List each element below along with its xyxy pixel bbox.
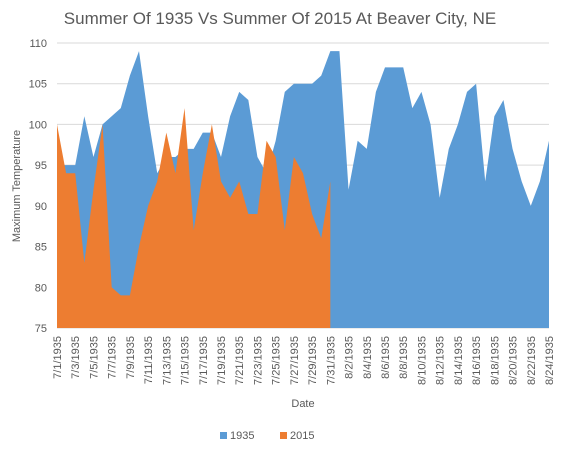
x-tick-label: 7/13/1935: [161, 336, 173, 385]
y-tick-label: 85: [35, 242, 47, 254]
x-tick-label: 7/11/1935: [143, 336, 155, 384]
x-tick-label: 7/1/1935: [52, 336, 64, 379]
x-axis-label: Date: [291, 398, 314, 410]
legend-swatch: [220, 432, 227, 439]
x-tick-label: 7/19/1935: [216, 336, 228, 385]
x-tick-label: 7/29/1935: [307, 336, 319, 385]
x-tick-label: 7/15/1935: [180, 336, 192, 385]
x-tick-label: 7/23/1935: [252, 336, 264, 385]
y-tick-label: 75: [35, 323, 47, 335]
x-tick-label: 8/14/1935: [453, 336, 465, 385]
y-tick-label: 90: [35, 201, 47, 213]
x-tick-label: 8/6/1935: [380, 336, 392, 379]
x-tick-label: 7/17/1935: [198, 336, 210, 385]
x-tick-label: 7/27/1935: [289, 336, 301, 385]
y-tick-label: 105: [29, 79, 47, 91]
x-tick-label: 8/20/1935: [508, 336, 520, 385]
y-tick-label: 80: [35, 282, 47, 294]
x-tick-label: 8/16/1935: [471, 336, 483, 385]
x-tick-label: 7/7/1935: [107, 336, 119, 379]
x-tick-label: 7/21/1935: [234, 336, 246, 385]
x-tick-label: 8/8/1935: [398, 336, 410, 379]
x-tick-label: 8/4/1935: [362, 336, 374, 379]
y-axis-label: Maximum Temperature: [11, 130, 23, 242]
x-tick-label: 7/5/1935: [88, 336, 100, 379]
y-tick-label: 95: [35, 160, 47, 172]
x-tick-label: 8/22/1935: [526, 336, 538, 385]
y-tick-label: 100: [29, 119, 47, 131]
y-tick-label: 110: [29, 38, 47, 50]
x-tick-label: 7/9/1935: [125, 336, 137, 379]
x-tick-label: 7/25/1935: [271, 336, 283, 385]
x-tick-label: 7/3/1935: [70, 336, 82, 379]
legend-label: 1935: [230, 430, 254, 442]
x-tick-label: 8/12/1935: [435, 336, 447, 385]
x-tick-label: 8/2/1935: [344, 336, 356, 379]
x-tick-label: 8/10/1935: [416, 336, 428, 385]
area: [57, 108, 331, 329]
chart-title: Summer Of 1935 Vs Summer Of 2015 At Beav…: [64, 9, 496, 28]
x-tick-label: 8/18/1935: [489, 336, 501, 385]
legend-label: 2015: [290, 430, 314, 442]
legend-swatch: [280, 432, 287, 439]
x-tick-label: 8/24/1935: [544, 336, 556, 385]
x-tick-label: 7/31/1935: [325, 336, 337, 385]
